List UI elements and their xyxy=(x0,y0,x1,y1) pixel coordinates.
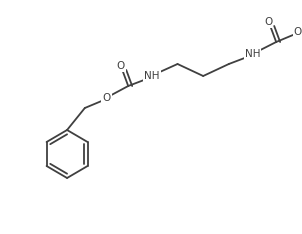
Text: O: O xyxy=(102,93,111,103)
Text: O: O xyxy=(294,27,302,37)
Text: NH: NH xyxy=(144,71,160,81)
Text: O: O xyxy=(116,61,124,71)
Text: NH: NH xyxy=(245,49,260,59)
Text: O: O xyxy=(264,17,272,27)
